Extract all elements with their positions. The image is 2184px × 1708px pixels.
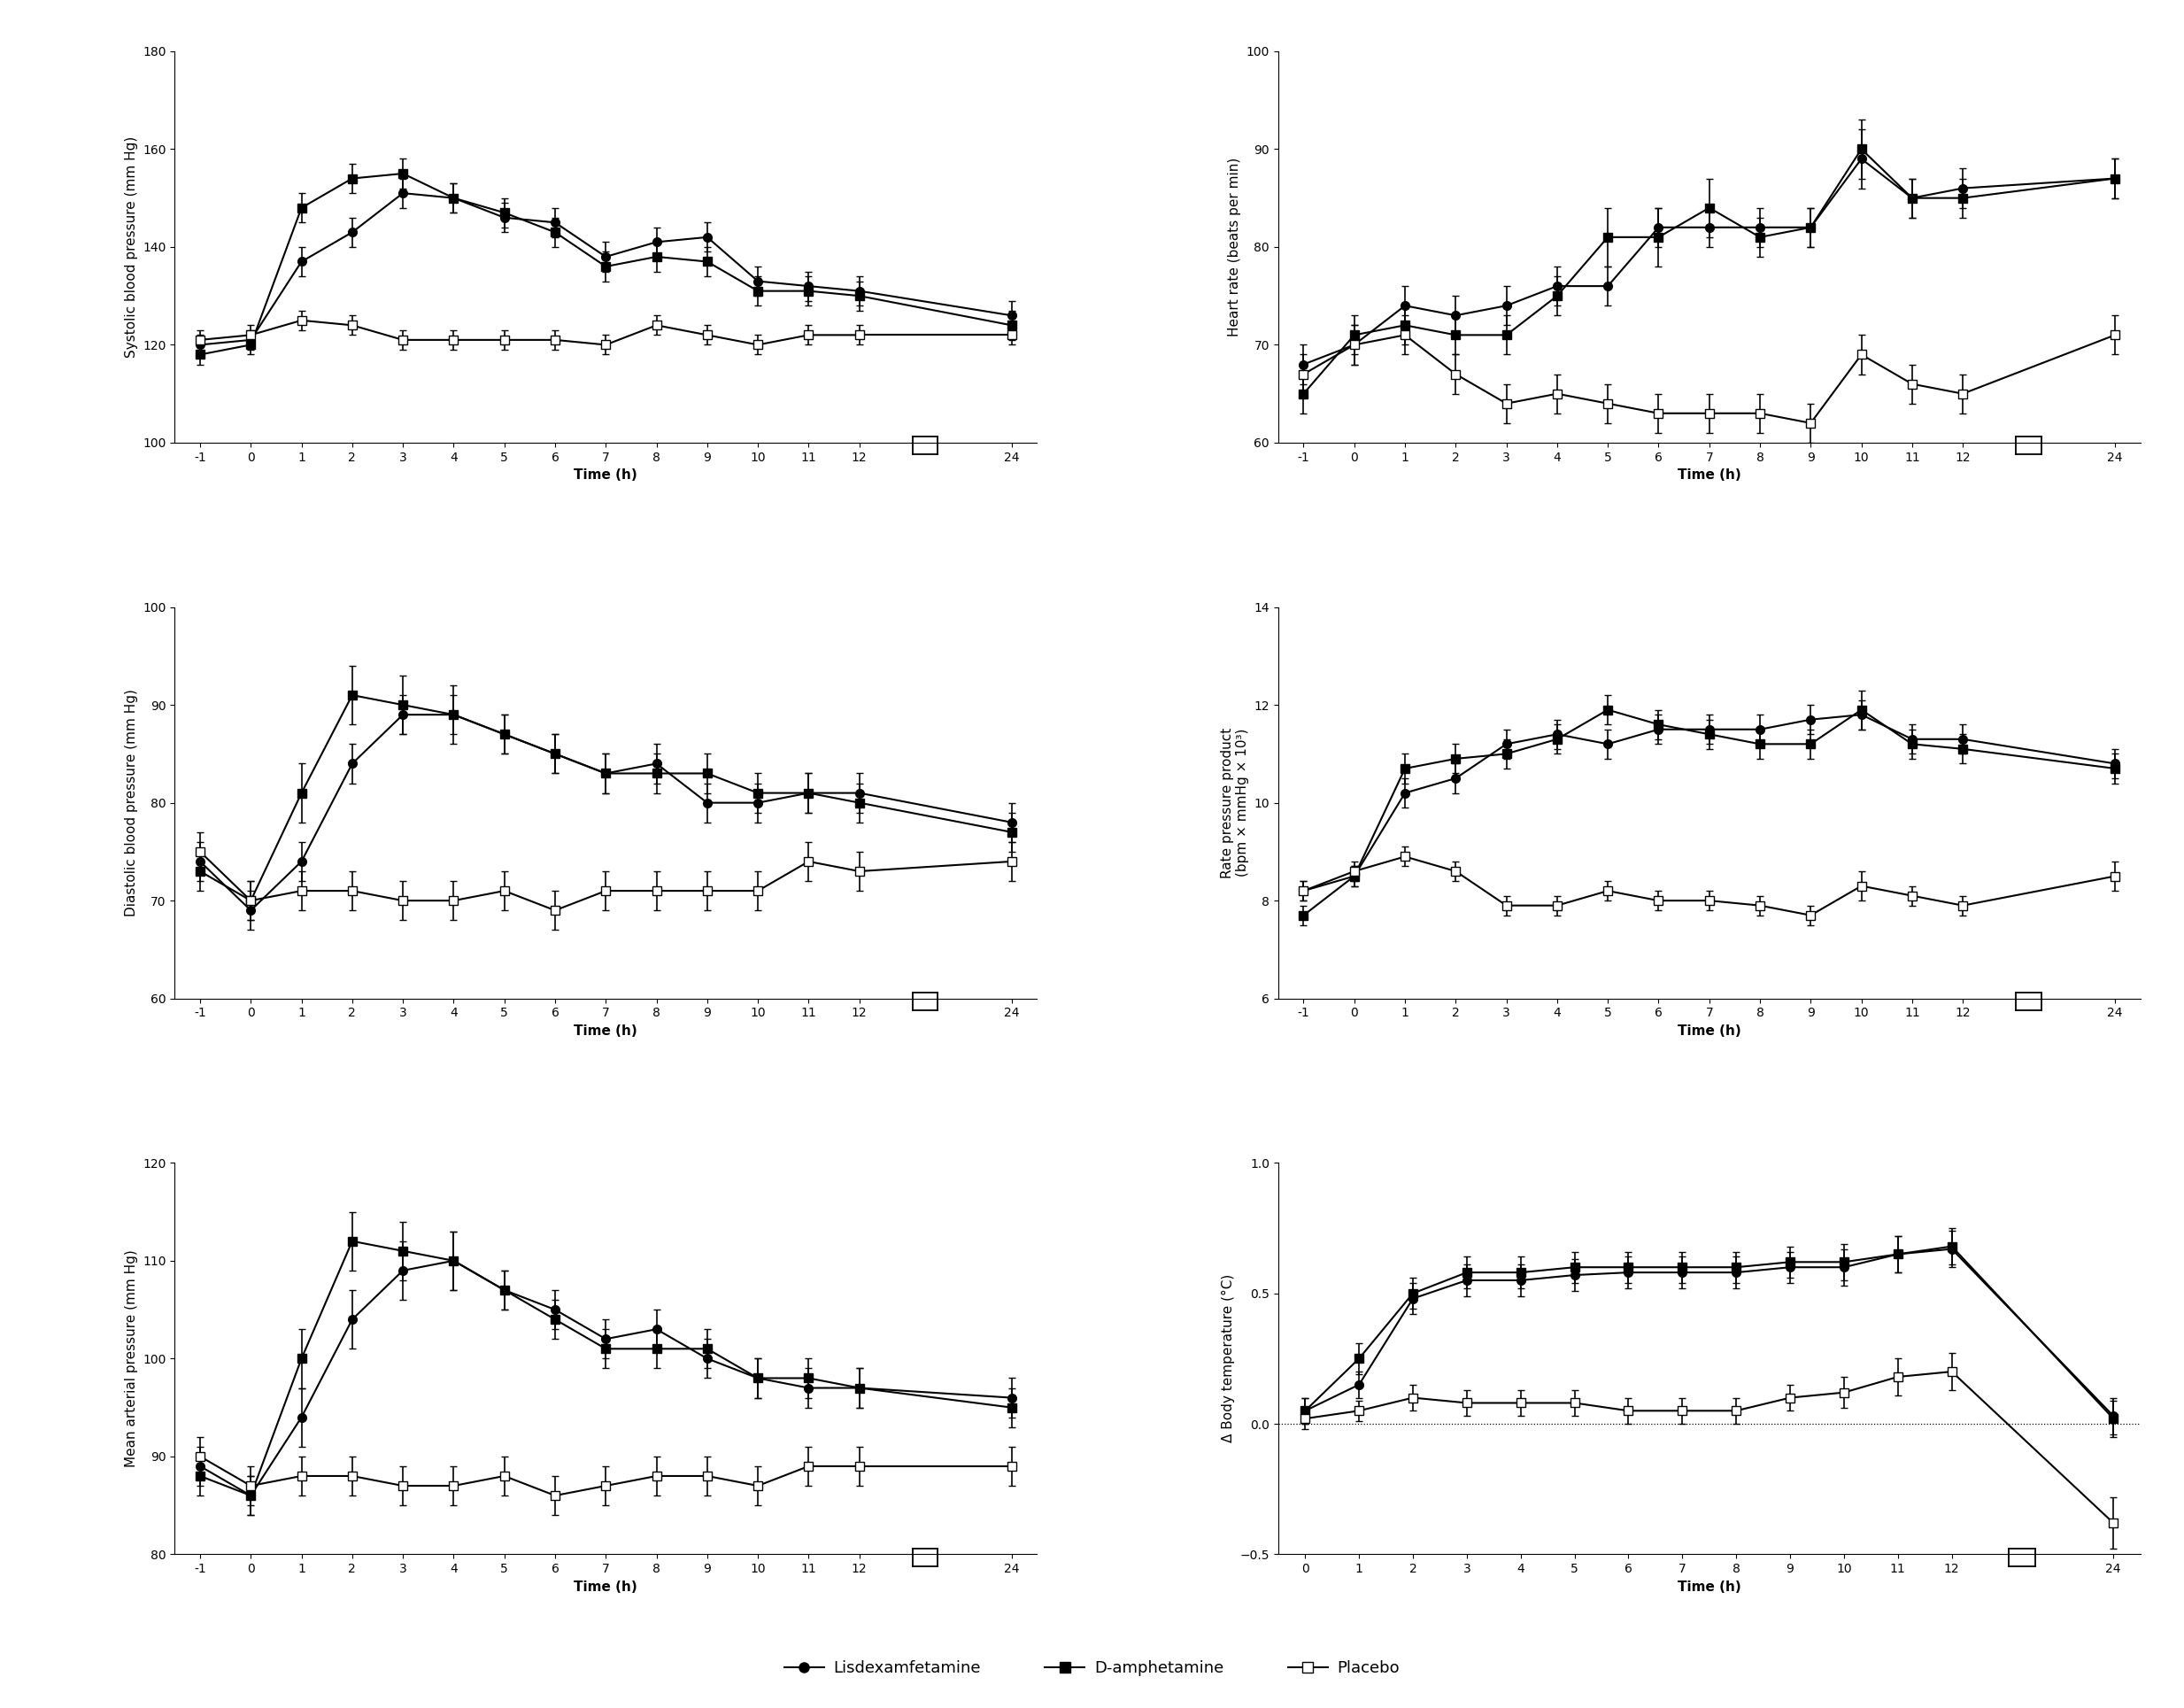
X-axis label: Time (h): Time (h) [1677, 1025, 1741, 1038]
Y-axis label: Rate pressure product
(bpm × mmHg × 10³): Rate pressure product (bpm × mmHg × 10³) [1221, 728, 1249, 878]
X-axis label: Time (h): Time (h) [574, 468, 638, 482]
Bar [1992, 449, 2090, 478]
X-axis label: Time (h): Time (h) [574, 1580, 638, 1594]
X-axis label: Time (h): Time (h) [574, 1025, 638, 1038]
Y-axis label: Diastolic blood pressure (mm Hg): Diastolic blood pressure (mm Hg) [124, 688, 138, 917]
Y-axis label: Mean arterial pressure (mm Hg): Mean arterial pressure (mm Hg) [124, 1250, 138, 1467]
Bar [887, 449, 987, 478]
Bar [887, 1559, 987, 1590]
Y-axis label: Heart rate (beats per min): Heart rate (beats per min) [1227, 157, 1241, 336]
Bar [1981, 1559, 2086, 1590]
Legend: Lisdexamfetamine, D-amphetamine, Placebo: Lisdexamfetamine, D-amphetamine, Placebo [778, 1655, 1406, 1682]
Bar [1992, 1004, 2090, 1033]
X-axis label: Time (h): Time (h) [1677, 1580, 1741, 1594]
Y-axis label: Systolic blood pressure (mm Hg): Systolic blood pressure (mm Hg) [124, 137, 138, 357]
X-axis label: Time (h): Time (h) [1677, 468, 1741, 482]
Bar [887, 1004, 987, 1033]
Y-axis label: Δ Body temperature (°C): Δ Body temperature (°C) [1221, 1274, 1234, 1443]
